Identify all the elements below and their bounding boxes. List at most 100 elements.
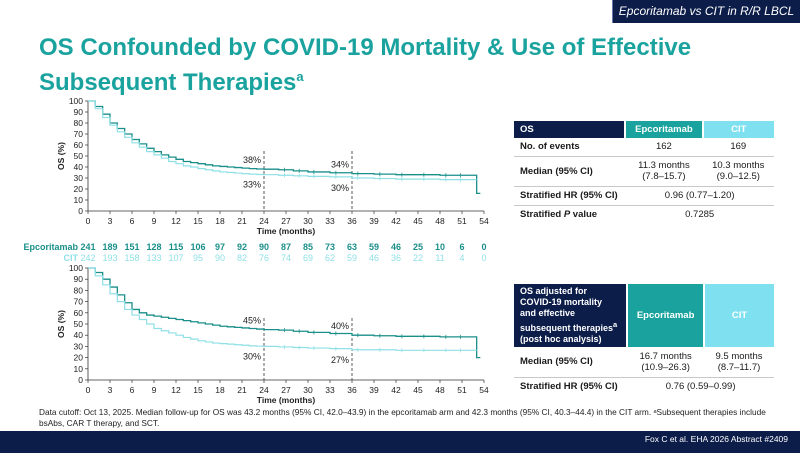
risk-cit-value: 11 [435,253,444,263]
bottom-km-y-tick-label: 80 [74,285,84,295]
bottom-km-x-tick-label: 9 [152,385,157,395]
top-km-x-tick-label: 48 [435,216,445,226]
risk-cit-value: 242 [80,253,95,263]
bottom-km-x-tick-label: 21 [237,385,247,395]
bottom-km-annotation: 45% [243,316,261,326]
bottom-km-x-tick-label: 27 [281,385,291,395]
bottom-km-x-tick-label: 36 [347,385,357,395]
bottom-km-y-tick-label: 10 [74,364,84,374]
top-km-x-tick-label: 6 [130,216,135,226]
bottom-km-y-tick-label: 30 [74,341,84,351]
risk-epcoritamab-value: 10 [435,242,445,252]
bottom-km-x-tick-label: 24 [259,385,269,395]
slide-tag: Epcoritamab vs CIT in R/R LBCL [612,0,800,23]
top-km-x-tick-label: 24 [259,216,269,226]
top-km-y-tick-label: 50 [74,151,84,161]
hr-label: Stratified HR (95% CI) [514,186,626,206]
top-km-annotation: 38% [243,155,261,165]
os-adjusted-header-text: OS adjusted for COVID-19 mortality and e… [520,286,614,333]
bottom-km-x-tick-label: 51 [457,385,467,395]
adjusted-median-cit-ci: (8.7–11.7) [717,361,761,373]
risk-epcoritamab-value: 25 [413,242,423,252]
top-km-x-tick-label: 30 [303,216,313,226]
bottom-km-y-tick-label: 40 [74,330,84,340]
risk-cit-value: 69 [303,253,313,263]
top-km-x-tick-label: 0 [86,216,91,226]
top-km-y-tick-label: 20 [74,184,84,194]
bottom-km-y-tick-label: 70 [74,297,84,307]
risk-epcoritamab-value: 87 [281,242,291,252]
top-km-x-tick-label: 33 [325,216,335,226]
risk-cit-value: 158 [124,253,139,263]
risk-cit-value: 74 [281,253,291,263]
risk-epcoritamab-value: 73 [325,242,335,252]
median-cit: 10.3 months (9.0–12.5) [702,156,774,187]
top-km-x-tick-label: 3 [108,216,113,226]
risk-cit-value: 46 [369,253,379,263]
top-km-x-tick-label: 9 [152,216,157,226]
bottom-km-series-epc [88,267,481,359]
os-adjusted-header: OS adjusted for COVID-19 mortality and e… [514,284,628,347]
bottom-km-annotation: 30% [243,351,261,361]
risk-epcoritamab-value: 128 [146,242,161,252]
risk-cit-value: 4 [459,253,464,263]
risk-label-epcoritamab: Epcoritamab [23,242,78,252]
slide-title: OS Confounded by COVID-19 Mortality & Us… [39,33,759,97]
cit-header: CIT [701,121,774,138]
top-km-x-tick-label: 18 [215,216,225,226]
bottom-km-x-tick-label: 54 [479,385,489,395]
median-epcoritamab-ci: (7.8–15.7) [642,171,686,182]
top-km-x-tick-label: 15 [193,216,203,226]
risk-epcoritamab-value: 92 [237,242,247,252]
title-footnote-marker: a [296,69,304,84]
bottom-km-x-tick-label: 0 [86,385,91,395]
median-cit-ci: (9.0–12.5) [716,171,760,182]
top-km-x-tick-label: 42 [391,216,401,226]
risk-epcoritamab-value: 6 [459,242,464,252]
bottom-km-y-tick-label: 90 [74,274,84,284]
top-km-annotation: 30% [331,183,349,193]
risk-cit-value: 76 [259,253,269,263]
top-km-y-tick-label: 100 [69,96,83,106]
risk-epcoritamab-value: 241 [80,242,95,252]
risk-epcoritamab-value: 90 [259,242,269,252]
top-km-x-tick-label: 12 [171,216,181,226]
bottom-bar [0,431,800,453]
events-label: No. of events [514,138,626,157]
risk-cit-value: 90 [215,253,225,263]
adjusted-hr-value: 0.76 (0.59–0.99) [665,381,736,393]
bottom-km-x-tick-label: 15 [193,385,203,395]
top-km-x-tick-label: 54 [479,216,489,226]
risk-cit-value: 0 [481,253,486,263]
top-km-y-tick-label: 0 [78,206,83,216]
risk-cit-value: 95 [193,253,203,263]
bottom-km-x-tick-label: 3 [108,385,113,395]
os-header: OS [514,121,626,138]
top-km-y-tick-label: 60 [74,140,84,150]
risk-epcoritamab-value: 115 [169,242,184,252]
bottom-km-x-tick-label: 12 [171,385,181,395]
median-cit-value: 10.3 months [712,160,765,171]
epcoritamab-header: Epcoritamab [624,121,703,138]
top-km-y-tick-label: 90 [74,107,84,117]
pvalue-label-post: value [570,209,598,221]
bottom-km-x-tick-label: 45 [413,385,423,395]
events-cit: 169 [702,138,774,157]
risk-epcoritamab-value: 106 [190,242,205,252]
risk-epcoritamab-value: 189 [102,242,117,252]
hr-value: 0.96 (0.77–1.20) [625,186,774,206]
risk-cit-value: 107 [168,253,183,263]
top-km-x-tick-label: 51 [457,216,467,226]
bottom-km-x-tick-label: 33 [325,385,335,395]
citation: Fox C et al. EHA 2026 Abstract #2409 [644,434,788,444]
adjusted-median-cit: 9.5 months (8.7–11.7) [703,347,774,378]
risk-epcoritamab-value: 59 [369,242,379,252]
top-km-y-axis-label: OS (%) [56,142,66,170]
bottom-km-y-tick-label: 60 [74,308,84,318]
os-table: OS Epcoritamab CIT No. of events 162 169… [514,121,774,224]
bottom-km-x-axis-label: Time (months) [257,395,316,405]
bottom-km-y-tick-label: 20 [74,353,84,363]
events-epcoritamab: 162 [625,138,703,157]
top-km-x-tick-label: 39 [369,216,379,226]
bottom-km-x-tick-label: 39 [369,385,379,395]
